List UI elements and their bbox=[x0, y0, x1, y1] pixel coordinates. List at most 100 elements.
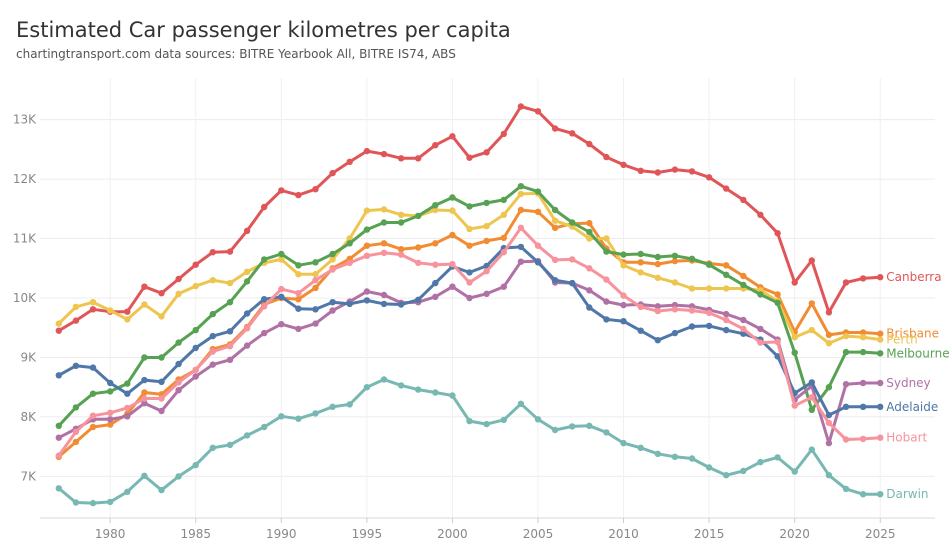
data-point-adelaide[interactable] bbox=[312, 306, 319, 313]
data-point-canberra[interactable] bbox=[243, 227, 251, 234]
data-point-canberra[interactable] bbox=[791, 279, 798, 286]
data-point-sydney[interactable] bbox=[740, 316, 747, 324]
data-point-perth[interactable] bbox=[158, 313, 165, 320]
data-point-adelaide[interactable] bbox=[209, 332, 216, 340]
data-point-hobart[interactable] bbox=[791, 402, 798, 409]
data-point-melbourne[interactable] bbox=[209, 310, 216, 318]
data-point-melbourne[interactable] bbox=[55, 422, 62, 429]
data-point-canberra[interactable] bbox=[603, 153, 610, 161]
data-point-melbourne[interactable] bbox=[791, 349, 798, 356]
data-point-darwin[interactable] bbox=[534, 416, 542, 423]
data-point-perth[interactable] bbox=[380, 206, 388, 213]
data-point-melbourne[interactable] bbox=[397, 219, 405, 226]
data-point-sydney[interactable] bbox=[209, 361, 216, 368]
data-point-darwin[interactable] bbox=[243, 432, 251, 439]
data-point-perth[interactable] bbox=[842, 332, 850, 340]
data-point-sydney[interactable] bbox=[432, 293, 439, 300]
data-point-hobart[interactable] bbox=[226, 343, 234, 350]
data-point-brisbane[interactable] bbox=[415, 244, 422, 251]
data-point-perth[interactable] bbox=[637, 269, 644, 276]
data-point-melbourne[interactable] bbox=[432, 202, 439, 209]
data-point-sydney[interactable] bbox=[877, 379, 884, 387]
data-point-darwin[interactable] bbox=[483, 420, 490, 428]
data-point-darwin[interactable] bbox=[723, 472, 730, 479]
data-point-sydney[interactable] bbox=[654, 303, 661, 310]
data-point-darwin[interactable] bbox=[569, 423, 576, 430]
data-point-adelaide[interactable] bbox=[517, 243, 525, 251]
data-point-perth[interactable] bbox=[107, 307, 114, 314]
data-point-perth[interactable] bbox=[654, 274, 661, 281]
data-point-perth[interactable] bbox=[192, 282, 199, 290]
data-point-perth[interactable] bbox=[551, 217, 559, 224]
data-point-sydney[interactable] bbox=[141, 400, 148, 407]
data-point-hobart[interactable] bbox=[124, 404, 131, 412]
data-point-sydney[interactable] bbox=[158, 407, 165, 415]
data-point-hobart[interactable] bbox=[415, 259, 422, 267]
data-point-perth[interactable] bbox=[89, 299, 97, 306]
data-point-melbourne[interactable] bbox=[175, 339, 182, 346]
data-point-darwin[interactable] bbox=[603, 429, 610, 436]
data-point-perth[interactable] bbox=[705, 285, 713, 292]
data-point-hobart[interactable] bbox=[774, 338, 781, 346]
data-point-canberra[interactable] bbox=[312, 186, 319, 193]
data-point-melbourne[interactable] bbox=[500, 196, 507, 204]
data-point-sydney[interactable] bbox=[449, 283, 456, 290]
data-point-brisbane[interactable] bbox=[877, 330, 884, 337]
data-point-darwin[interactable] bbox=[158, 486, 165, 494]
data-point-darwin[interactable] bbox=[842, 485, 850, 493]
data-point-darwin[interactable] bbox=[688, 455, 696, 462]
data-point-canberra[interactable] bbox=[517, 103, 525, 110]
data-point-hobart[interactable] bbox=[671, 306, 679, 313]
data-point-sydney[interactable] bbox=[859, 379, 867, 387]
data-point-canberra[interactable] bbox=[551, 125, 559, 132]
data-point-darwin[interactable] bbox=[500, 416, 507, 424]
data-point-canberra[interactable] bbox=[825, 309, 833, 316]
data-point-canberra[interactable] bbox=[757, 211, 764, 218]
data-point-sydney[interactable] bbox=[380, 291, 388, 299]
data-point-brisbane[interactable] bbox=[380, 240, 388, 247]
data-point-perth[interactable] bbox=[124, 316, 131, 323]
data-point-sydney[interactable] bbox=[363, 288, 371, 295]
data-point-darwin[interactable] bbox=[654, 450, 661, 457]
data-point-hobart[interactable] bbox=[569, 256, 576, 263]
data-point-hobart[interactable] bbox=[466, 279, 473, 286]
data-point-perth[interactable] bbox=[825, 340, 833, 347]
data-point-perth[interactable] bbox=[397, 211, 405, 218]
data-point-perth[interactable] bbox=[55, 320, 62, 327]
data-point-canberra[interactable] bbox=[175, 275, 182, 283]
data-point-canberra[interactable] bbox=[209, 249, 216, 256]
data-point-perth[interactable] bbox=[329, 256, 336, 263]
data-point-perth[interactable] bbox=[688, 285, 696, 292]
data-point-adelaide[interactable] bbox=[89, 364, 97, 371]
data-point-hobart[interactable] bbox=[432, 261, 439, 268]
data-point-melbourne[interactable] bbox=[243, 278, 251, 285]
data-point-brisbane[interactable] bbox=[312, 284, 319, 292]
data-point-canberra[interactable] bbox=[483, 149, 490, 156]
data-point-melbourne[interactable] bbox=[295, 262, 302, 269]
data-point-adelaide[interactable] bbox=[243, 310, 251, 317]
data-point-brisbane[interactable] bbox=[483, 237, 490, 245]
data-point-canberra[interactable] bbox=[295, 191, 302, 199]
data-point-canberra[interactable] bbox=[89, 306, 97, 313]
data-point-hobart[interactable] bbox=[141, 395, 148, 402]
data-point-darwin[interactable] bbox=[586, 422, 593, 429]
data-point-adelaide[interactable] bbox=[620, 318, 627, 325]
data-point-melbourne[interactable] bbox=[620, 251, 627, 258]
data-point-adelaide[interactable] bbox=[637, 327, 644, 334]
data-point-adelaide[interactable] bbox=[534, 259, 542, 266]
data-point-brisbane[interactable] bbox=[551, 224, 559, 231]
data-point-hobart[interactable] bbox=[603, 276, 610, 283]
data-point-canberra[interactable] bbox=[158, 290, 165, 297]
data-point-darwin[interactable] bbox=[620, 439, 627, 447]
data-point-perth[interactable] bbox=[175, 290, 182, 297]
data-point-hobart[interactable] bbox=[757, 339, 764, 346]
data-point-perth[interactable] bbox=[346, 235, 353, 242]
data-point-perth[interactable] bbox=[295, 271, 302, 278]
data-point-brisbane[interactable] bbox=[637, 259, 644, 266]
data-point-sydney[interactable] bbox=[192, 373, 199, 380]
data-point-canberra[interactable] bbox=[842, 279, 850, 286]
data-point-darwin[interactable] bbox=[175, 473, 182, 480]
data-point-hobart[interactable] bbox=[877, 434, 884, 441]
data-point-melbourne[interactable] bbox=[517, 183, 525, 190]
data-point-canberra[interactable] bbox=[723, 185, 730, 192]
